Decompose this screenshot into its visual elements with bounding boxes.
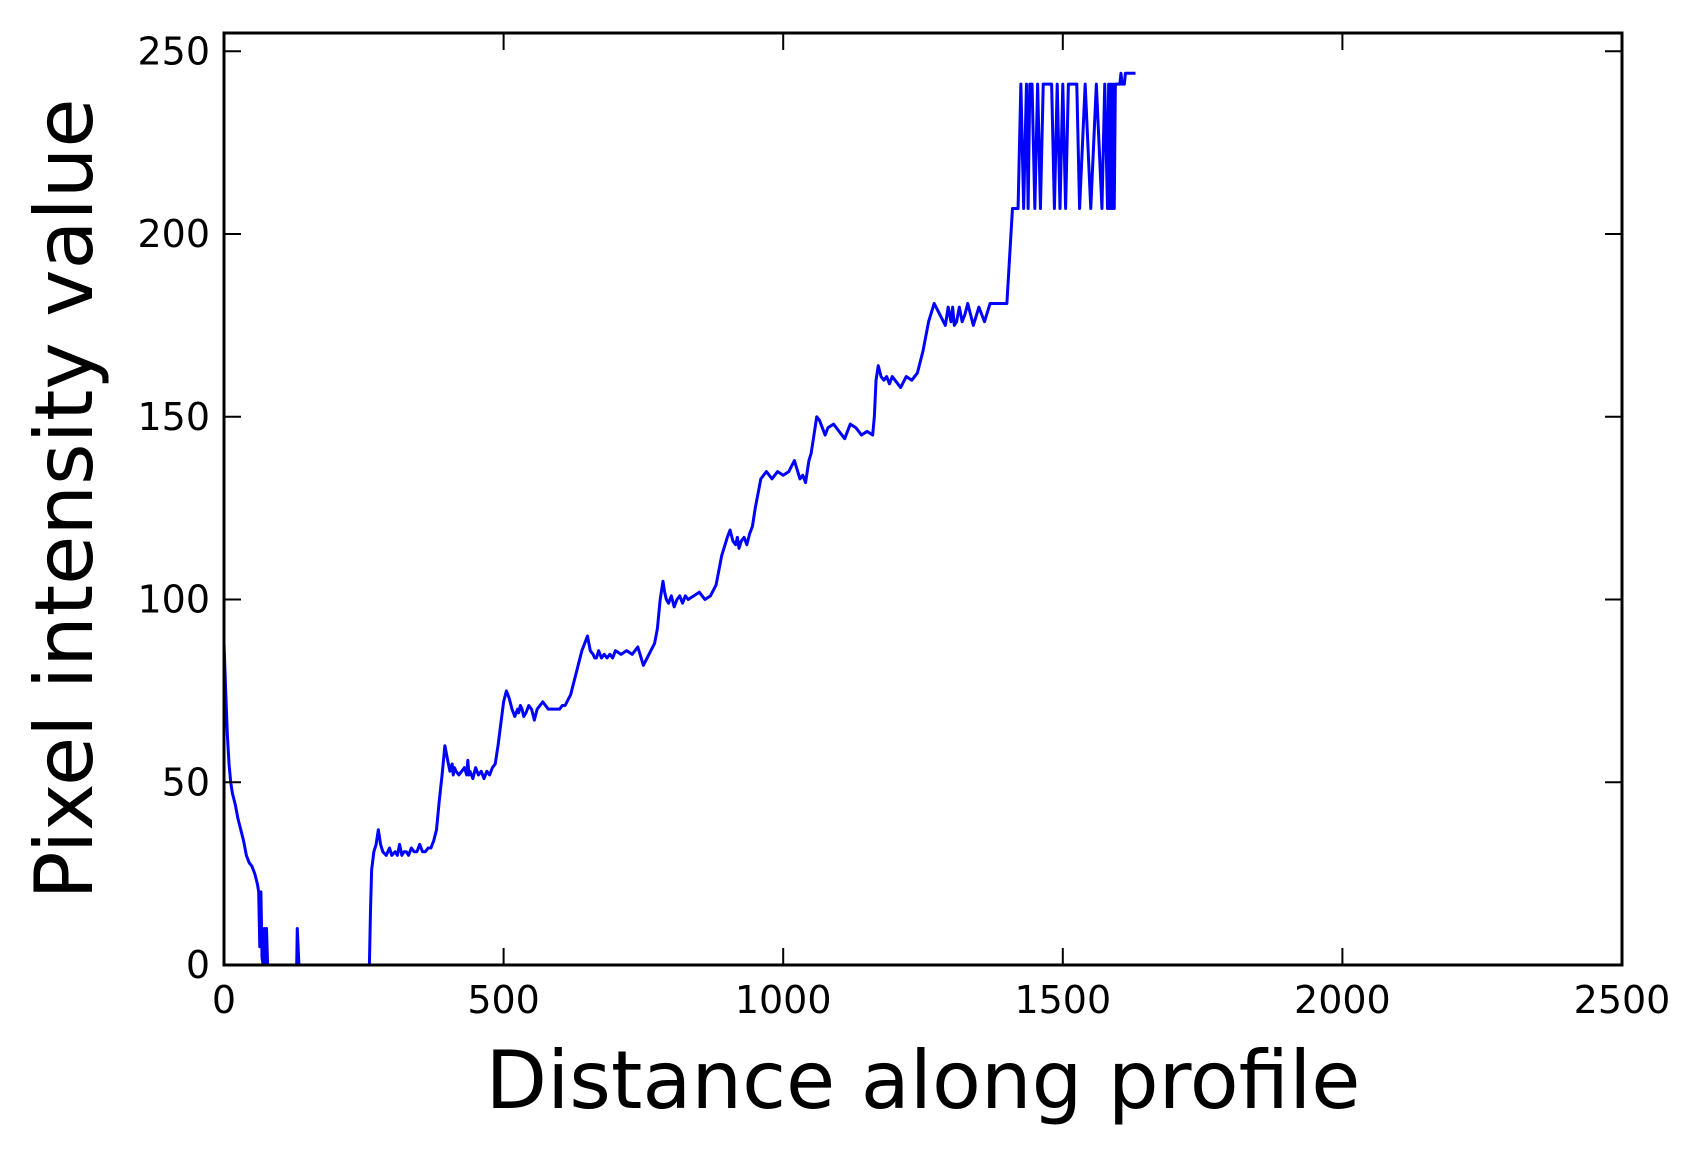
plot-frame — [222, 31, 1624, 967]
x-tick-labels: 0 500 1000 1500 2000 2500 — [212, 978, 1670, 1022]
y-tick-label: 0 — [186, 943, 210, 987]
x-tick-label: 0 — [212, 978, 236, 1022]
x-axis-label: Distance along profile — [485, 1034, 1360, 1127]
x-tick-label: 2500 — [1574, 978, 1671, 1022]
y-tick-label: 100 — [137, 578, 210, 622]
y-tick-label: 250 — [137, 29, 210, 73]
y-tick-label: 150 — [137, 395, 210, 439]
x-tick-label: 2000 — [1294, 978, 1391, 1022]
y-axis-label: Pixel intensity value — [18, 98, 111, 899]
x-tick-label: 1000 — [735, 978, 832, 1022]
x-tick-label: 1500 — [1014, 978, 1111, 1022]
x-tick-label: 500 — [467, 978, 540, 1022]
series-line-0 — [222, 71, 1136, 967]
y-tick-label: 50 — [162, 760, 210, 804]
y-tick-labels: 0 50 100 150 200 250 — [137, 29, 210, 987]
series-layer — [222, 71, 1136, 967]
y-tick-label: 200 — [137, 212, 210, 256]
plot-background — [224, 33, 1622, 965]
